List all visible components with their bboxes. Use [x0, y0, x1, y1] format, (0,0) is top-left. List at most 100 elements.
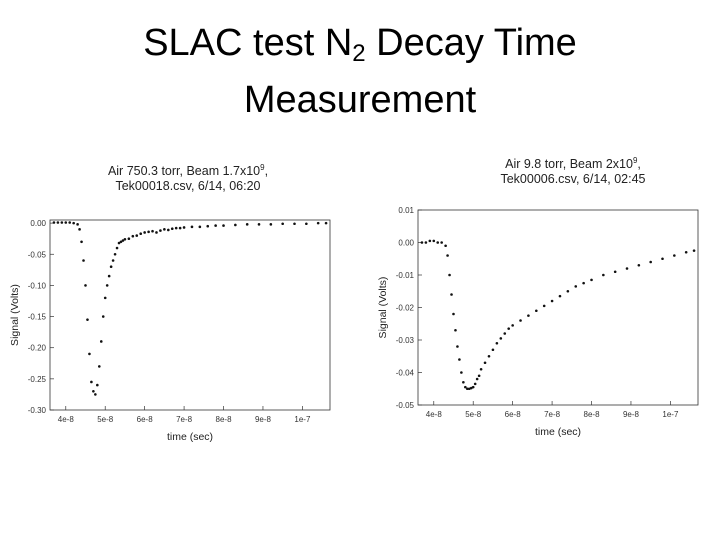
data-point: [661, 257, 664, 261]
data-point: [452, 312, 455, 316]
data-point: [159, 229, 162, 232]
data-point: [446, 254, 449, 257]
data-point: [637, 263, 641, 267]
data-point: [99, 340, 103, 343]
chart-title-line2: Tek00006.csv, 6/14, 02:45: [500, 172, 646, 187]
data-point: [440, 241, 443, 244]
data-point: [147, 230, 150, 234]
data-point: [167, 228, 170, 232]
data-point: [582, 281, 585, 285]
data-point: [119, 240, 123, 244]
data-point: [214, 224, 217, 227]
y-axis-label: Signal (Volts): [377, 277, 389, 339]
data-point: [465, 387, 469, 391]
chart-title-punct: ,: [637, 157, 641, 172]
data-point: [649, 260, 652, 264]
data-point: [135, 234, 139, 237]
data-point: [281, 222, 284, 226]
y-tick-label: -0.05: [28, 250, 47, 259]
data-point: [143, 231, 146, 234]
chart-panel-left: Air 750.3 torr, Beam 1.7x109, Tek00018.c…: [8, 150, 343, 450]
x-tick-label: 4e-8: [426, 410, 443, 419]
y-tick-label: -0.05: [396, 401, 415, 410]
data-point: [590, 278, 593, 282]
data-point: [72, 221, 75, 225]
data-point: [483, 361, 487, 365]
data-point: [475, 377, 479, 381]
x-tick-label: 7e-8: [544, 410, 561, 419]
chart-title: Air 750.3 torr, Beam 1.7x109, Tek00018.c…: [73, 160, 303, 194]
y-tick-label: -0.30: [28, 406, 47, 415]
data-point: [448, 273, 451, 277]
data-point: [96, 383, 99, 387]
data-point: [86, 318, 89, 321]
data-point: [178, 226, 182, 230]
data-point: [84, 284, 87, 287]
data-point: [257, 223, 261, 226]
chart-title-punct: ,: [264, 164, 269, 179]
y-tick-label: -0.02: [396, 304, 415, 313]
x-axis-label: time (sec): [535, 426, 581, 438]
data-point: [90, 380, 93, 384]
data-point: [432, 239, 436, 243]
data-point: [692, 249, 696, 252]
data-point: [170, 227, 174, 231]
data-point: [519, 319, 522, 322]
chart-title: Air 9.8 torr, Beam 2x109, Tek00006.csv, …: [458, 153, 688, 187]
data-point: [269, 223, 273, 226]
data-point: [131, 234, 135, 238]
x-tick-label: 7e-8: [176, 415, 193, 424]
data-point: [190, 225, 194, 229]
data-point: [92, 390, 95, 393]
data-point: [76, 223, 79, 226]
data-point: [462, 380, 465, 384]
y-tick-label: 0.01: [398, 206, 414, 215]
data-point: [82, 259, 85, 262]
data-point: [613, 270, 617, 274]
chart-panel-right: Air 9.8 torr, Beam 2x109, Tek00006.csv, …: [368, 145, 708, 445]
data-point: [97, 365, 101, 368]
data-point: [78, 228, 81, 231]
data-point: [479, 367, 483, 371]
data-point: [469, 386, 473, 390]
data-point: [305, 222, 308, 226]
chart-title-line1: Air 750.3 torr, Beam 1.7x109,: [73, 160, 303, 179]
data-point: [94, 393, 97, 396]
data-point: [444, 244, 447, 248]
data-point: [507, 327, 511, 330]
data-point: [420, 241, 424, 244]
x-tick-label: 9e-8: [255, 415, 272, 424]
data-point: [101, 315, 105, 318]
plot-frame: [49, 219, 331, 411]
data-point: [127, 237, 131, 240]
title-subscript: 2: [352, 40, 366, 67]
data-point: [105, 284, 109, 287]
data-point: [80, 240, 83, 244]
x-tick-label: 1e-7: [662, 410, 679, 419]
data-point: [542, 304, 546, 308]
y-tick-label: -0.15: [28, 313, 47, 322]
data-point: [117, 241, 121, 245]
title-text-part1: SLAC test N: [143, 22, 353, 64]
data-point: [245, 223, 249, 226]
data-point: [436, 241, 440, 244]
y-tick-label: 0.00: [30, 219, 46, 228]
x-tick-label: 8e-8: [216, 415, 233, 424]
data-point: [471, 385, 475, 389]
data-point: [111, 259, 115, 262]
slide-title-line2: Measurement: [243, 79, 477, 121]
x-tick-label: 6e-8: [137, 415, 154, 424]
data-point: [456, 345, 459, 348]
data-point: [424, 241, 428, 244]
data-point: [499, 337, 503, 340]
title-text-part2: Decay Time: [365, 22, 577, 64]
data-point: [109, 265, 113, 269]
data-point: [121, 239, 125, 242]
data-point: [206, 224, 210, 228]
data-point: [222, 224, 225, 227]
data-point: [511, 324, 514, 327]
data-point: [473, 382, 477, 386]
data-point: [558, 294, 562, 298]
x-tick-label: 4e-8: [58, 415, 75, 424]
data-point: [198, 225, 202, 229]
